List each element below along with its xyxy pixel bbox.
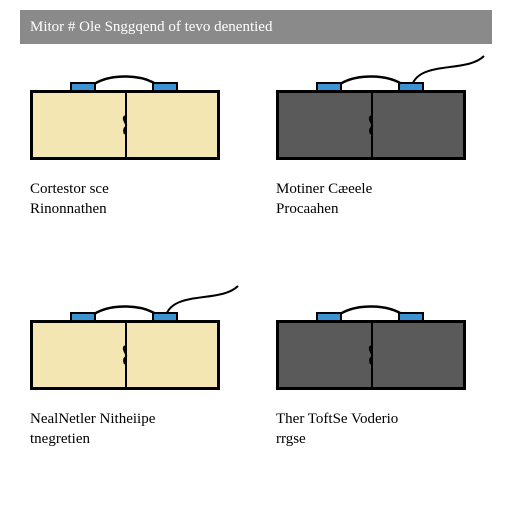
caption-line2: Procaahen bbox=[276, 200, 372, 220]
latch-icon bbox=[364, 344, 378, 366]
device-top-left bbox=[30, 60, 220, 180]
latch-icon bbox=[118, 114, 132, 136]
cell-bottom-right: Ther ToftSe Voderio rrgse bbox=[276, 290, 482, 500]
latch-icon bbox=[118, 344, 132, 366]
caption-line1: Cortestor sce bbox=[30, 180, 109, 200]
device-box bbox=[276, 320, 466, 390]
cell-bottom-left: NealNetler Nitheiipe tnegretien bbox=[30, 290, 236, 500]
device-box bbox=[30, 320, 220, 390]
caption-line1: Motiner Cæeele bbox=[276, 180, 372, 200]
caption-top-right: Motiner Cæeele Procaahen bbox=[276, 180, 372, 219]
latch-icon bbox=[364, 114, 378, 136]
diagram-grid: Cortestor sce Rinonnathen bbox=[30, 60, 482, 500]
cell-top-right: Motiner Cæeele Procaahen bbox=[276, 60, 482, 270]
device-box bbox=[30, 90, 220, 160]
device-top-right bbox=[276, 60, 466, 180]
caption-line2: Rinonnathen bbox=[30, 200, 109, 220]
device-box bbox=[276, 90, 466, 160]
caption-line2: tnegretien bbox=[30, 430, 155, 450]
title-text: Mitor # Ole Snggqend of tevo denentied bbox=[30, 19, 272, 36]
caption-bottom-left: NealNetler Nitheiipe tnegretien bbox=[30, 410, 155, 449]
caption-line1: NealNetler Nitheiipe bbox=[30, 410, 155, 430]
caption-line1: Ther ToftSe Voderio bbox=[276, 410, 398, 430]
device-bottom-right bbox=[276, 290, 466, 410]
caption-top-left: Cortestor sce Rinonnathen bbox=[30, 180, 109, 219]
cell-top-left: Cortestor sce Rinonnathen bbox=[30, 60, 236, 270]
caption-line2: rrgse bbox=[276, 430, 398, 450]
device-bottom-left bbox=[30, 290, 220, 410]
caption-bottom-right: Ther ToftSe Voderio rrgse bbox=[276, 410, 398, 449]
title-bar: Mitor # Ole Snggqend of tevo denentied bbox=[20, 10, 492, 44]
